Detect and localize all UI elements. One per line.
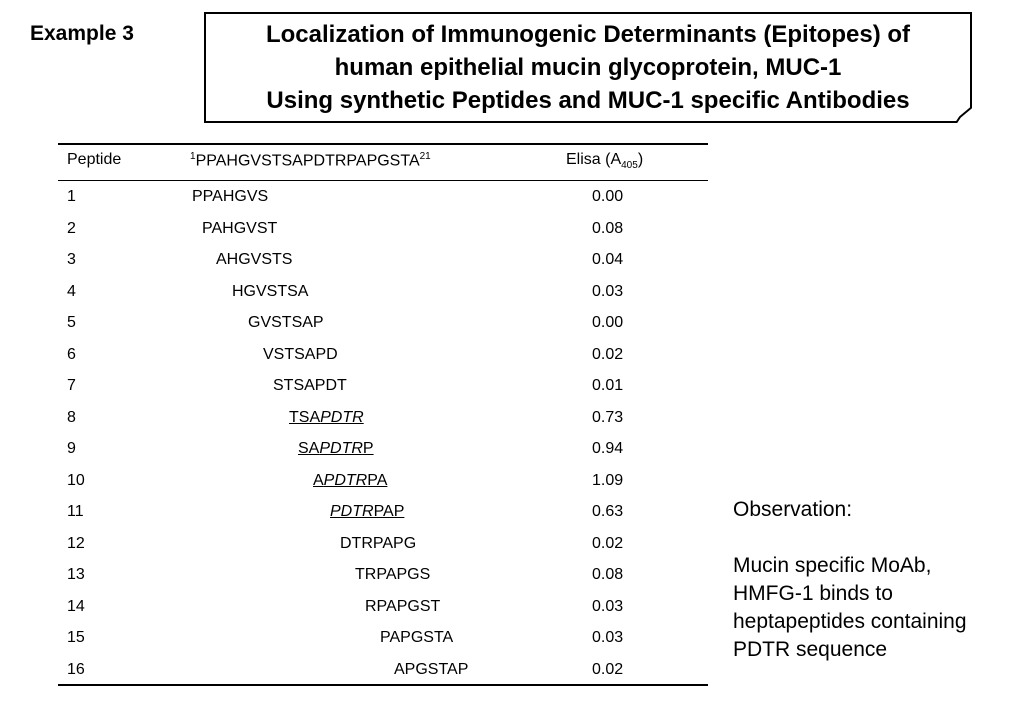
observation-note: Observation: Mucin specific MoAb, HMFG-1… [733, 496, 1013, 664]
row-elisa: 1.09 [592, 471, 624, 489]
header-elisa-sub: 405 [621, 160, 638, 172]
header-elisa-close: ) [637, 151, 644, 168]
row-number: 2 [67, 219, 76, 237]
observation-line: HMFG-1 binds to [733, 582, 893, 605]
observation-title: Observation: [733, 498, 853, 521]
row-elisa: 0.00 [592, 188, 624, 205]
row-number: 10 [67, 471, 85, 489]
row-elisa: 0.73 [592, 408, 624, 426]
sequence-suffix: PAP [373, 503, 405, 520]
row-elisa: 0.01 [592, 377, 624, 394]
title-line-3: Using synthetic Peptides and MUC-1 speci… [266, 87, 910, 114]
sequence-motif: PDTR [320, 408, 364, 426]
row-number: 7 [67, 377, 76, 394]
header-elisa: Elisa (A405) [566, 151, 643, 171]
sequence-motif: PDTR [330, 503, 374, 520]
row-number: 13 [67, 566, 85, 583]
table-header-rule [58, 180, 708, 181]
row-number: 15 [67, 629, 85, 646]
row-sequence: TRPAPGS [355, 566, 431, 583]
title-box: Localization of Immunogenic Determinants… [204, 12, 972, 123]
header-elisa-text: Elisa (A [566, 151, 622, 168]
sequence-motif: PDTR [323, 471, 368, 489]
header-sequence: 1PPAHGVSTSAPDTRPAPGSTA21 [190, 151, 431, 170]
sequence-prefix: SA [298, 440, 320, 457]
row-number: 3 [67, 251, 76, 268]
header-sequence-text: PPAHGVSTSAPDTRPAPGSTA [195, 152, 420, 170]
row-number: 5 [67, 314, 76, 331]
row-elisa: 0.02 [592, 660, 624, 678]
row-sequence: AHGVSTS [216, 251, 293, 268]
row-sequence: PAHGVST [202, 219, 278, 237]
row-number: 12 [67, 534, 85, 552]
observation-line: PDTR sequence [733, 638, 888, 661]
row-elisa: 0.94 [592, 440, 624, 457]
row-number: 1 [67, 188, 76, 205]
row-sequence: DTRPAPG [340, 534, 417, 552]
sequence-suffix: PA [367, 471, 388, 489]
observation-line: heptapeptides containing [733, 610, 967, 633]
row-number: 6 [67, 345, 76, 363]
observation-line: Mucin specific MoAb, [733, 554, 932, 577]
row-sequence: GVSTSAP [248, 314, 324, 331]
row-sequence: VSTSAPD [263, 345, 338, 363]
row-sequence: PDTRPAP [330, 503, 404, 521]
title-line-2: human epithelial mucin glycoprotein, MUC… [334, 54, 842, 81]
row-elisa: 0.63 [592, 503, 624, 520]
row-sequence: APGSTAP [394, 660, 469, 678]
row-number: 4 [67, 282, 76, 300]
row-sequence: SAPDTRP [298, 440, 374, 458]
row-sequence: APDTRPA [313, 472, 387, 490]
row-sequence: TSAPDTR [289, 409, 364, 427]
row-elisa: 0.03 [592, 597, 624, 615]
row-elisa: 0.04 [592, 251, 624, 268]
folded-corner-icon [956, 107, 972, 123]
header-peptide: Peptide [67, 151, 122, 168]
row-number: 11 [67, 503, 84, 520]
sequence-prefix: TSA [289, 408, 321, 426]
row-elisa: 0.08 [592, 566, 624, 583]
header-sequence-end: 21 [419, 151, 431, 162]
header-sequence-start: 1 [190, 151, 196, 162]
row-number: 8 [67, 408, 76, 426]
table-bottom-rule [58, 684, 708, 686]
row-number: 14 [67, 597, 85, 615]
sequence-suffix: P [362, 440, 374, 457]
row-elisa: 0.03 [592, 629, 624, 646]
example-label: Example 3 [30, 22, 134, 45]
row-sequence: PAPGSTA [380, 629, 454, 646]
row-elisa: 0.00 [592, 314, 624, 331]
row-elisa: 0.02 [592, 345, 624, 363]
row-elisa: 0.08 [592, 219, 624, 237]
row-elisa: 0.02 [592, 534, 624, 552]
row-number: 9 [67, 440, 76, 457]
row-elisa: 0.03 [592, 282, 624, 300]
row-sequence: STSAPDT [273, 377, 347, 394]
row-sequence: HGVSTSA [232, 282, 309, 300]
sequence-prefix: A [313, 471, 324, 489]
sequence-motif: PDTR [319, 440, 363, 457]
table-top-rule [58, 143, 708, 145]
row-number: 16 [67, 660, 85, 678]
row-sequence: PPAHGVS [192, 188, 269, 205]
row-sequence: RPAPGST [365, 597, 441, 615]
title-line-1: Localization of Immunogenic Determinants… [265, 21, 911, 48]
